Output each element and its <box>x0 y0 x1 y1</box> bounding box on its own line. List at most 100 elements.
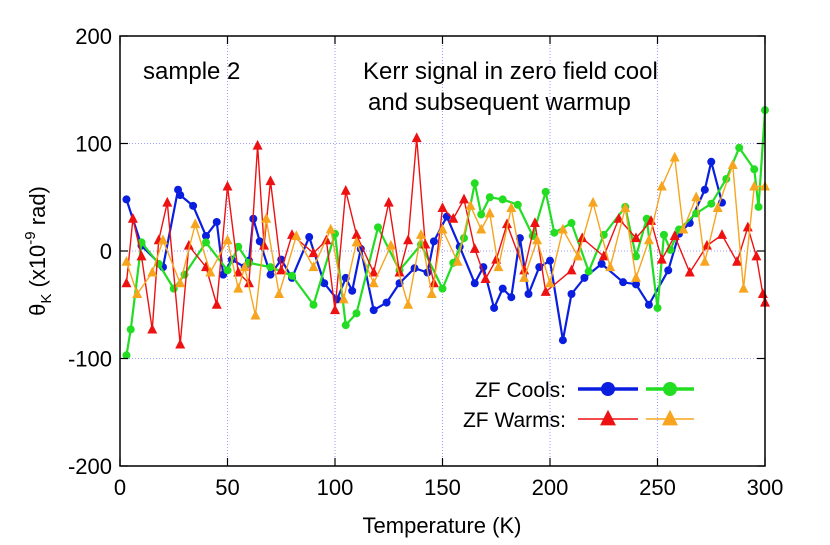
grid-lines <box>120 36 765 466</box>
data-point <box>351 229 362 239</box>
data-point <box>480 273 491 283</box>
data-point <box>158 234 168 245</box>
data-point <box>147 266 158 277</box>
data-point <box>678 223 689 234</box>
x-axis-label: Temperature (K) <box>363 513 522 538</box>
data-point <box>291 230 302 240</box>
data-point <box>175 277 186 288</box>
data-point <box>330 304 340 315</box>
data-point <box>211 299 222 309</box>
data-point <box>234 242 243 251</box>
data-point <box>727 159 738 169</box>
data-point <box>265 175 276 186</box>
data-point <box>620 202 631 212</box>
data-point <box>403 299 414 309</box>
data-point <box>222 234 233 245</box>
data-point <box>613 213 624 223</box>
data-point <box>469 243 480 253</box>
axis-ticks: 0 50 100 150 200 250 300 -200 -100 0 100 200 <box>68 24 783 500</box>
data-point <box>369 306 378 315</box>
data-point <box>176 191 185 200</box>
data-point <box>382 298 391 307</box>
data-point <box>305 233 314 242</box>
data-point <box>598 250 609 261</box>
data-point <box>308 247 319 258</box>
data-point <box>255 237 264 246</box>
data-point <box>754 202 763 211</box>
data-point <box>383 196 394 207</box>
data-point <box>309 300 318 309</box>
data-point <box>190 218 201 229</box>
data-point <box>233 282 244 293</box>
legend-marker-0-1 <box>663 382 677 396</box>
data-point <box>448 213 459 223</box>
data-point <box>656 180 667 191</box>
data-point <box>529 217 540 228</box>
data-point <box>205 266 216 277</box>
data-point <box>656 253 667 264</box>
x-tick-label: 150 <box>424 475 461 500</box>
data-point <box>259 239 270 250</box>
data-point <box>374 223 382 232</box>
data-point <box>132 288 143 298</box>
data-point <box>352 309 361 318</box>
data-point <box>137 238 146 247</box>
data-point <box>732 256 743 266</box>
y-label-exponent: -9 <box>22 231 39 244</box>
data-point <box>325 223 336 234</box>
data-point <box>276 264 287 275</box>
data-point <box>532 234 543 245</box>
y-axis-label: θK (x10-9 rad) <box>22 186 55 316</box>
data-point <box>338 293 349 304</box>
data-point <box>550 228 559 237</box>
x-tick-label: 100 <box>317 475 354 500</box>
data-point <box>577 232 588 243</box>
data-point <box>308 261 319 272</box>
data-point <box>368 266 379 277</box>
data-point <box>411 132 422 143</box>
data-point <box>558 336 567 345</box>
data-point <box>513 200 522 209</box>
data-point <box>572 250 583 261</box>
data-point <box>202 238 210 247</box>
data-point <box>580 273 589 282</box>
data-point <box>484 207 495 218</box>
data-point <box>416 229 426 239</box>
data-point <box>669 151 680 162</box>
data-point <box>136 250 147 261</box>
y-tick-label: 100 <box>75 132 112 157</box>
data-point <box>239 261 250 272</box>
data-point <box>202 231 210 240</box>
data-point <box>653 303 662 312</box>
annotation-sample: sample 2 <box>143 58 240 85</box>
x-tick-label: 250 <box>639 475 676 500</box>
data-point <box>222 180 233 191</box>
data-point <box>566 264 577 275</box>
data-point <box>368 277 379 288</box>
data-point <box>619 278 628 287</box>
data-point <box>631 272 641 282</box>
data-point <box>735 143 744 152</box>
x-tick-label: 200 <box>532 475 569 500</box>
data-point <box>659 230 668 239</box>
x-tick-label: 0 <box>114 475 126 500</box>
data-point <box>470 279 479 288</box>
data-point <box>485 193 494 202</box>
legend: ZF Cools: ZF Warms: <box>463 379 694 432</box>
data-point <box>459 193 469 204</box>
data-point <box>707 157 716 166</box>
data-point <box>567 219 576 228</box>
y-tick-label: -100 <box>68 347 112 372</box>
data-point <box>699 256 710 266</box>
data-point <box>707 199 716 208</box>
data-point <box>632 252 640 261</box>
data-point <box>588 196 598 207</box>
data-point <box>429 237 438 246</box>
data-point <box>491 253 502 264</box>
data-point <box>394 266 405 277</box>
data-point <box>348 286 357 295</box>
data-point <box>127 213 138 223</box>
data-point <box>351 236 362 247</box>
data-point <box>546 256 554 265</box>
